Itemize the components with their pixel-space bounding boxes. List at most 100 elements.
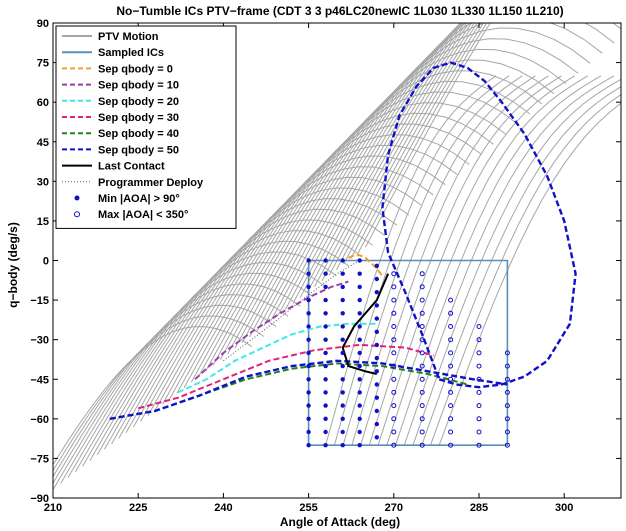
max-aoa-marker [448,442,454,448]
max-aoa-marker [476,442,482,448]
min-aoa-marker [374,421,379,427]
ptv-curve [285,23,463,310]
max-aoa-marker [391,429,397,435]
max-aoa-marker [419,363,425,369]
min-aoa-marker [323,324,328,329]
min-aoa-marker [340,324,345,329]
min-aoa-marker [306,443,311,448]
max-aoa-marker [419,429,425,435]
min-aoa-marker [306,390,311,395]
ptv-curve [270,23,462,321]
x-tick-label: 285 [470,502,488,514]
min-aoa-marker [323,390,328,395]
max-aoa-marker [391,324,397,329]
min-aoa-marker [306,297,311,303]
min-aoa-marker [357,350,362,356]
max-aoa-marker [504,389,510,395]
max-aoa-marker [419,284,425,290]
max-aoa-marker [391,363,397,369]
min-aoa-marker [323,403,328,408]
max-aoa-marker [476,403,482,409]
y-tick-label: 60 [37,97,49,109]
max-aoa-marker [448,310,454,316]
min-aoa-marker [340,284,345,290]
y-tick-label: 90 [37,18,49,30]
max-aoa-marker [419,403,425,409]
min-aoa-marker [374,290,379,295]
ptv-curve [430,94,621,446]
sep-qbody-40-line [109,362,468,420]
min-aoa-marker [374,355,379,361]
min-aoa-marker [357,377,362,382]
min-aoa-marker [306,337,311,342]
max-aoa-marker [476,416,482,422]
x-tick-label: 225 [129,502,147,514]
max-aoa-marker [448,324,454,329]
min-aoa-marker [357,337,362,342]
ptv-curve [357,23,488,254]
min-aoa-marker [357,271,362,276]
min-aoa-marker [306,258,311,263]
min-aoa-marker [323,377,328,382]
max-aoa-marker [504,416,510,422]
min-aoa-marker [357,311,362,316]
min-aoa-marker [340,403,345,408]
min-aoa-marker [374,382,379,387]
min-aoa-marker [340,429,345,435]
y-tick-label: −15 [30,295,49,307]
ptv-curve [325,75,497,446]
min-aoa-marker [306,284,311,290]
ptv-curve [438,102,621,446]
marker-layer [306,258,510,448]
min-aoa-marker [323,443,328,448]
max-aoa-marker [448,376,454,382]
min-aoa-marker [340,271,345,276]
min-aoa-marker [306,377,311,382]
max-aoa-marker [448,403,454,409]
x-tick-label: 255 [299,502,317,514]
ptv-curve [360,75,549,446]
max-aoa-marker [476,363,482,369]
min-aoa-marker [306,403,311,408]
min-aoa-marker [357,390,362,395]
y-tick-label: −90 [30,493,49,505]
ptv-curve [368,75,562,446]
y-tick-label: −60 [30,414,49,426]
sep-qbody-30-line [137,343,434,410]
ptv-curve [299,23,466,299]
max-aoa-marker [476,337,482,343]
ptv-curve [364,23,491,248]
sep-qbody-0-line [347,254,384,277]
max-aoa-marker [391,271,397,277]
min-aoa-marker [357,324,362,329]
sampled-ics-line [307,259,509,446]
ptv-curve [377,75,575,446]
x-tick-label: 300 [555,502,573,514]
max-aoa-marker [391,442,397,448]
min-aoa-marker [306,416,311,421]
max-aoa-marker [448,389,454,395]
x-tick-label: 210 [44,502,62,514]
min-aoa-marker [323,284,328,290]
max-aoa-marker [391,297,397,303]
ptv-curve [342,75,523,446]
max-aoa-marker [391,376,397,382]
min-aoa-marker [374,276,379,282]
min-aoa-marker [306,350,311,356]
ptv-curve [328,23,476,276]
last-contact-line [341,273,390,375]
max-aoa-marker [448,429,454,435]
max-aoa-marker [419,297,425,303]
max-aoa-marker [419,324,425,329]
y-tick-label: 0 [43,256,49,268]
max-aoa-marker [391,403,397,409]
min-aoa-marker [340,377,345,382]
min-aoa-marker [374,435,379,440]
ptv-curve [343,23,481,265]
max-aoa-marker [448,297,454,303]
sep-qbody-10-line [194,280,349,381]
min-aoa-marker [357,284,362,290]
max-aoa-marker [448,337,454,343]
y-tick-label: 75 [37,58,49,70]
max-aoa-marker [391,350,397,356]
